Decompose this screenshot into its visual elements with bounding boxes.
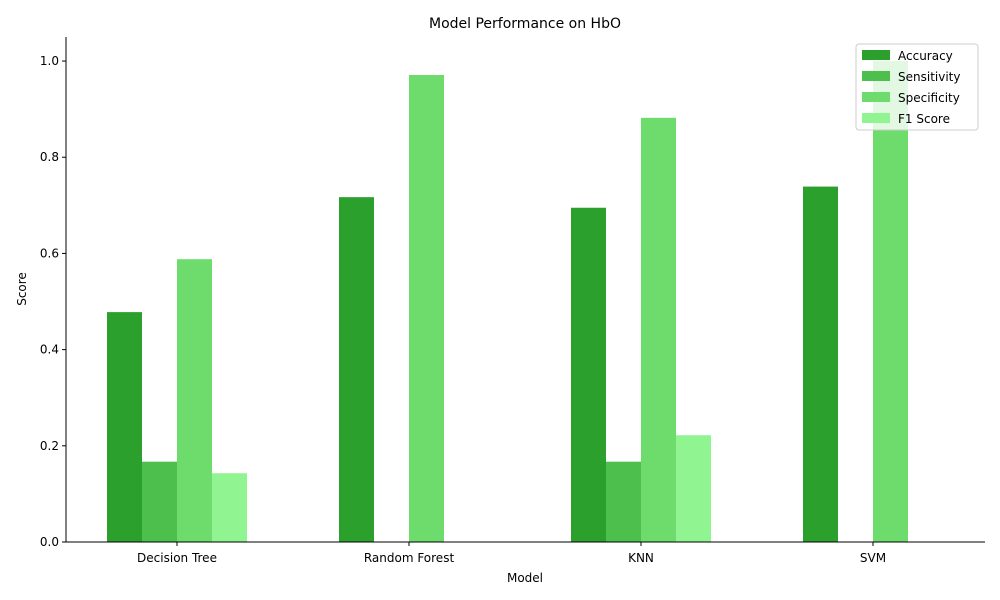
- bar-accuracy-knn: [571, 207, 606, 542]
- y-tick-label: 0.6: [40, 246, 59, 260]
- bar-specificity-random-forest: [409, 74, 444, 542]
- legend: Accuracy Sensitivity Specificity F1 Score: [855, 43, 979, 131]
- y-axis-label: Score: [15, 272, 29, 306]
- x-tick-label: SVM: [860, 551, 886, 565]
- legend-swatch: [862, 92, 890, 102]
- y-tick-label: 0.0: [40, 535, 59, 549]
- y-tick-label: 0.4: [40, 343, 59, 357]
- bar-f1-score-decision-tree: [212, 473, 247, 542]
- x-axis-label: Model: [507, 571, 543, 585]
- legend-label: Sensitivity: [898, 70, 960, 84]
- legend-label: Accuracy: [898, 49, 953, 63]
- bar-specificity-svm: [873, 61, 908, 543]
- legend-label: Specificity: [898, 91, 960, 105]
- x-tick-label: Random Forest: [364, 551, 455, 565]
- bar-sensitivity-knn: [606, 461, 641, 542]
- legend-label: F1 Score: [898, 112, 950, 126]
- axes-group: 0.0 0.2 0.4 0.6 0.8 1.0 Decision Tree Random Fo…: [40, 37, 985, 565]
- legend-swatch: [862, 113, 890, 123]
- legend-box: [855, 43, 979, 131]
- bar-f1-score-knn: [676, 435, 711, 542]
- x-tick-label: KNN: [628, 551, 654, 565]
- y-tick-label: 0.8: [40, 150, 59, 164]
- legend-swatch: [862, 71, 890, 81]
- y-tick-label: 1.0: [40, 54, 59, 68]
- bars-group: [107, 61, 908, 543]
- bar-accuracy-decision-tree: [107, 312, 142, 542]
- bar-accuracy-random-forest: [339, 197, 374, 542]
- bar-accuracy-svm: [803, 186, 838, 543]
- legend-swatch: [862, 50, 890, 60]
- y-tick-label: 0.2: [40, 439, 59, 453]
- bar-specificity-decision-tree: [177, 259, 212, 542]
- x-tick-label: Decision Tree: [137, 551, 217, 565]
- bar-specificity-knn: [641, 117, 676, 543]
- chart-title: Model Performance on HbO: [429, 16, 621, 32]
- bar-sensitivity-decision-tree: [142, 461, 177, 542]
